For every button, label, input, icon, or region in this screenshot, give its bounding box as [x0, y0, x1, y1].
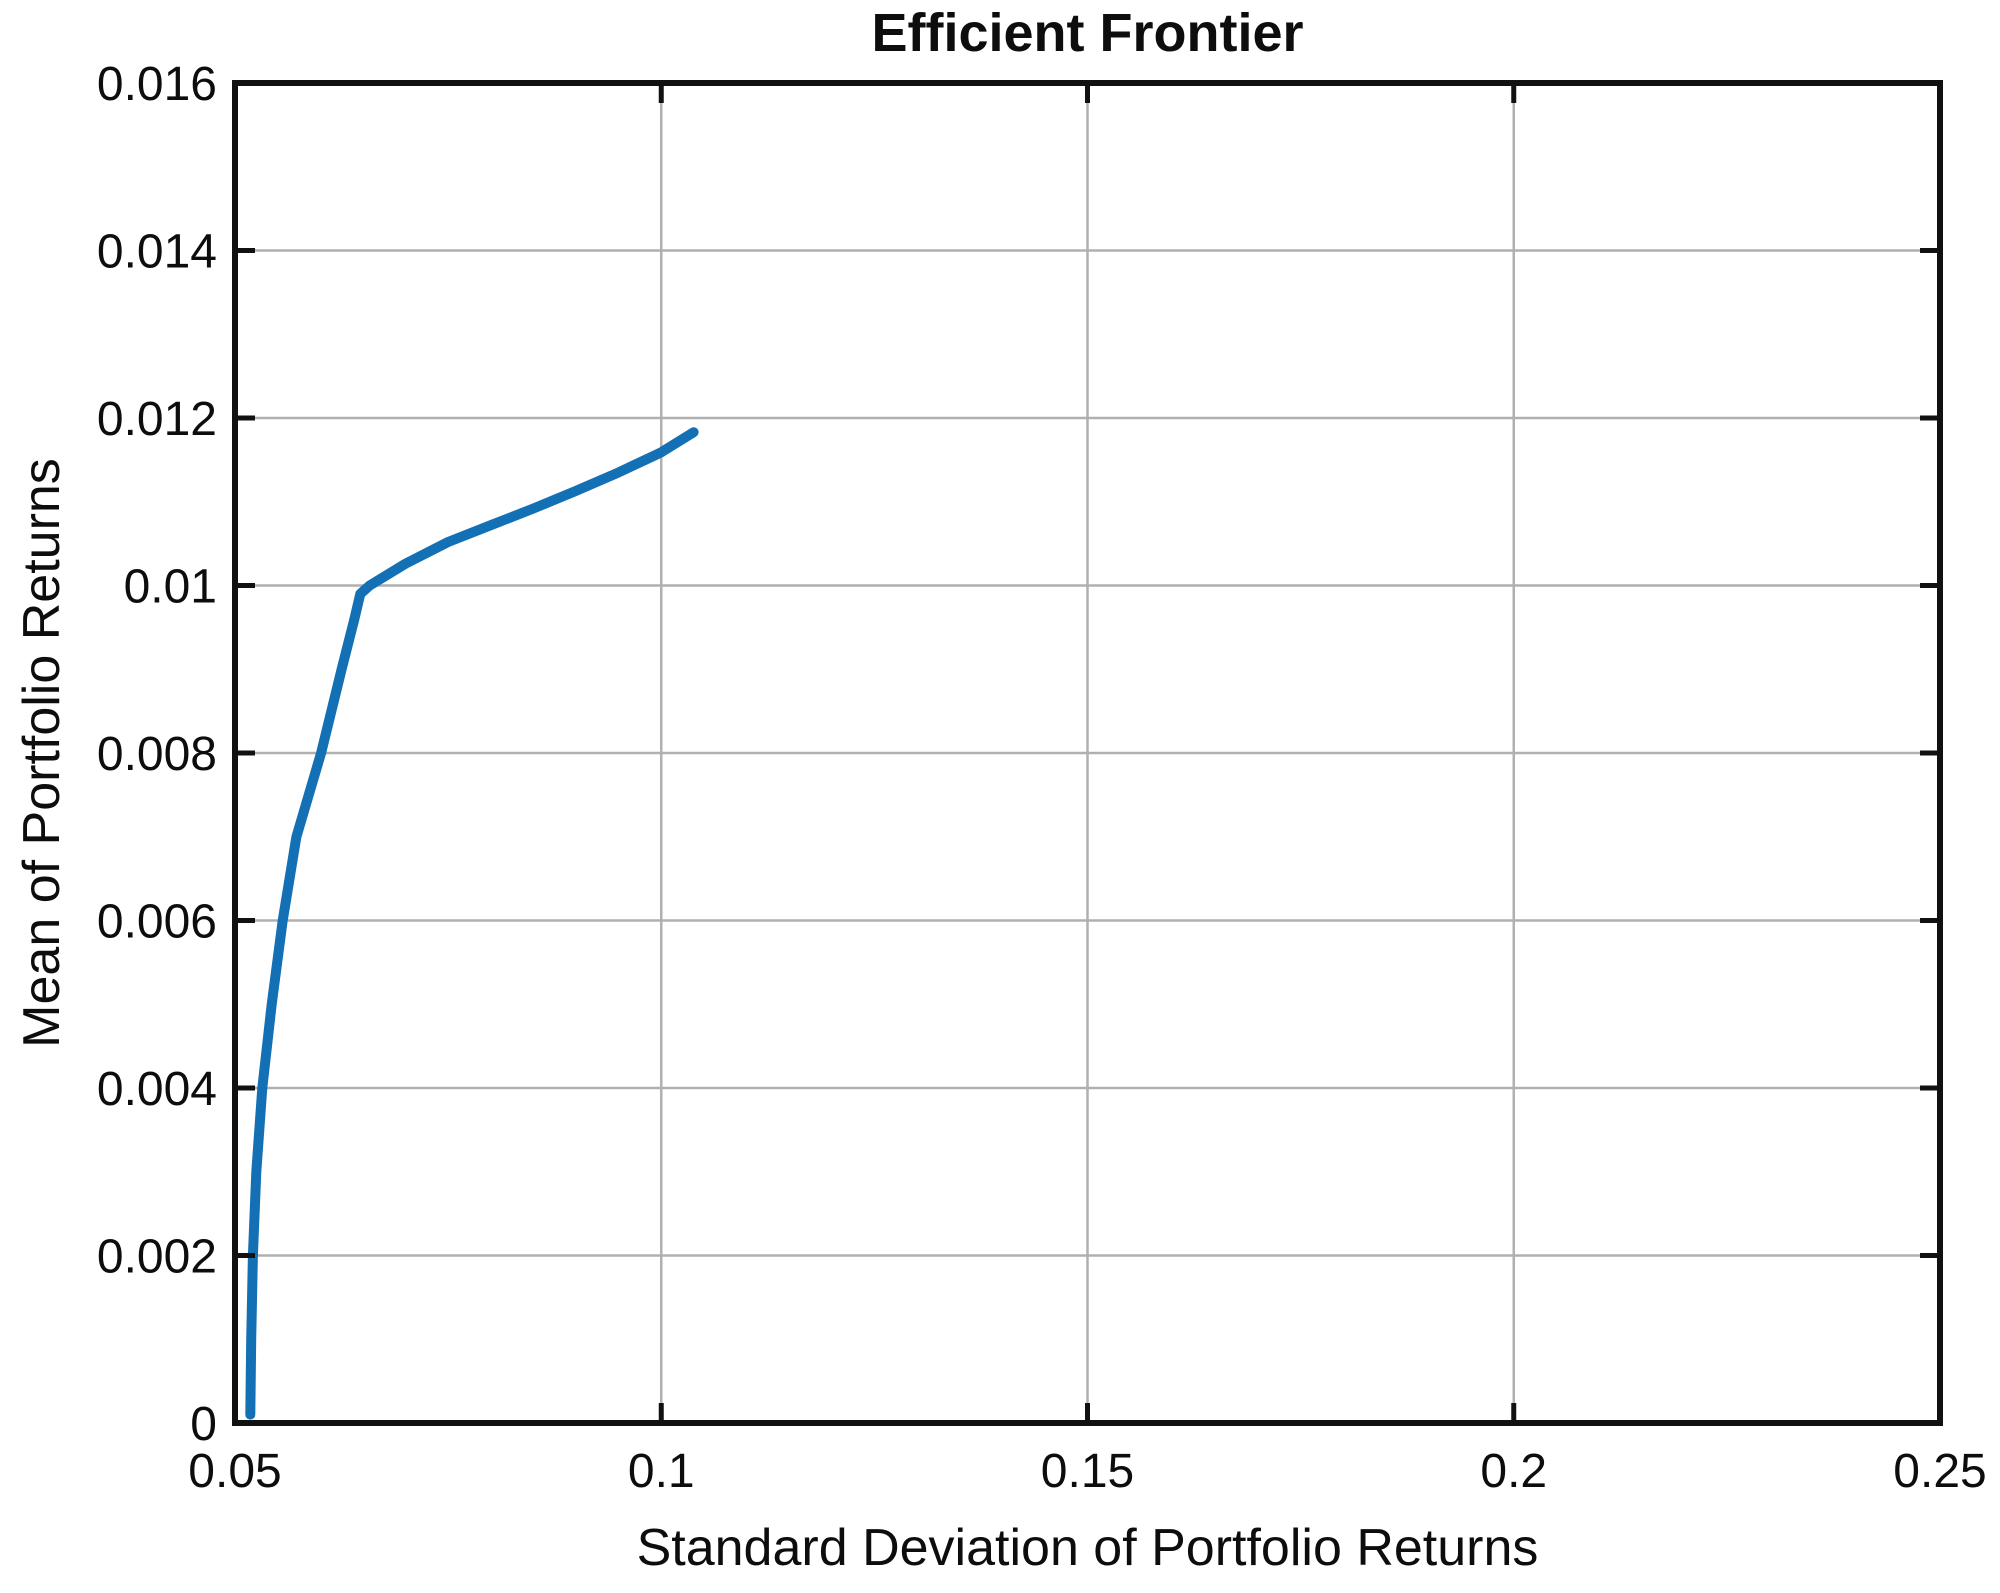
x-tick-label: 0.15 [1041, 1445, 1134, 1498]
y-tick-label: 0.008 [97, 728, 217, 781]
x-tick-label: 0.05 [188, 1445, 281, 1498]
y-tick-label: 0.01 [124, 561, 217, 614]
frontier-curve [245, 427, 699, 1420]
y-tick-label: 0.004 [97, 1063, 217, 1116]
y-tick-label: 0.014 [97, 226, 217, 279]
y-tick-label: 0.006 [97, 896, 217, 949]
x-tick-label: 0.1 [628, 1445, 695, 1498]
y-tick-label: 0.012 [97, 393, 217, 446]
y-tick-label: 0.016 [97, 58, 217, 111]
x-axis-label: Standard Deviation of Portfolio Returns [636, 1519, 1539, 1577]
y-tick-label: 0 [190, 1398, 217, 1451]
x-tick-label: 0.25 [1893, 1445, 1986, 1498]
chart-title: Efficient Frontier [871, 3, 1304, 63]
x-tick-label: 0.2 [1480, 1445, 1547, 1498]
y-tick-label: 0.002 [97, 1231, 217, 1284]
